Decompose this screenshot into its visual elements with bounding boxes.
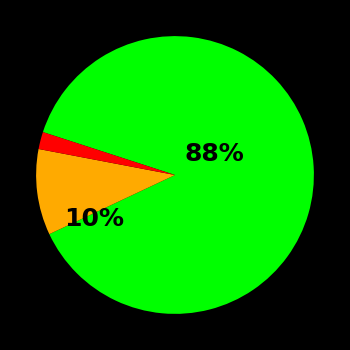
Wedge shape [38,132,175,175]
Text: 10%: 10% [64,208,125,231]
Text: 88%: 88% [184,142,244,166]
Wedge shape [36,149,175,234]
Wedge shape [43,36,314,314]
